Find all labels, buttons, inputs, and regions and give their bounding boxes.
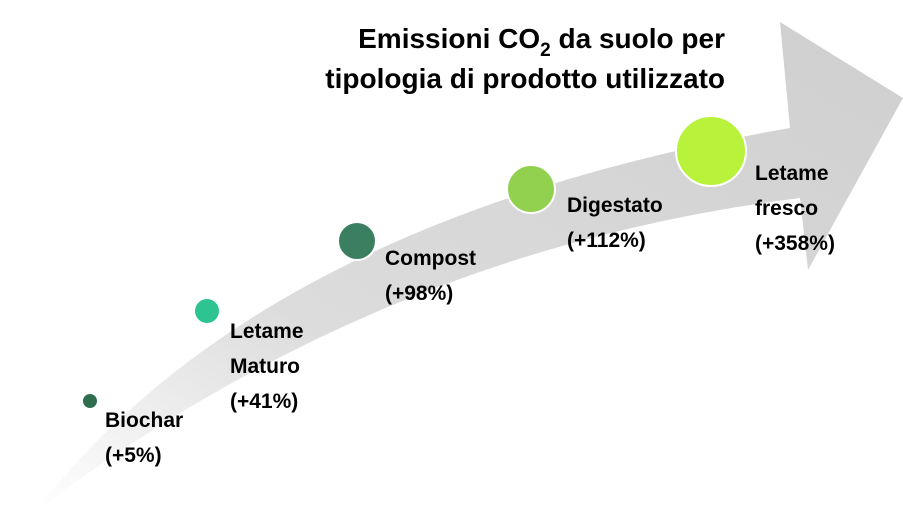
items: Biochar (+5%) Letame Maturo (+41%) Compost (+9…	[81, 115, 835, 467]
item-dot	[675, 115, 747, 187]
title-text: da suolo per	[551, 23, 725, 54]
item-dot	[506, 164, 556, 214]
item-label: (+112%)	[567, 229, 646, 252]
arrow	[35, 22, 903, 512]
item-label: (+358%)	[755, 232, 835, 255]
title-subscript: 2	[540, 40, 551, 61]
item-label: fresco	[755, 197, 818, 220]
item-label: (+5%)	[105, 444, 162, 467]
item-dot	[337, 221, 377, 261]
item-label: (+98%)	[385, 282, 453, 305]
title-line-1: Emissioni CO2 da suolo per	[358, 23, 725, 61]
title-line-2: tipologia di prodotto utilizzato	[325, 63, 725, 94]
item-dot	[193, 297, 221, 325]
item-dot	[81, 392, 99, 410]
item-label: Biochar	[105, 409, 183, 432]
item-label: Digestato	[567, 194, 663, 217]
item-label: Letame	[755, 162, 829, 185]
item-label: Compost	[385, 247, 476, 270]
item-label: (+41%)	[230, 390, 298, 413]
title-text: Emissioni CO	[358, 23, 540, 54]
item-label: Letame	[230, 320, 304, 343]
item-label: Maturo	[230, 355, 300, 378]
